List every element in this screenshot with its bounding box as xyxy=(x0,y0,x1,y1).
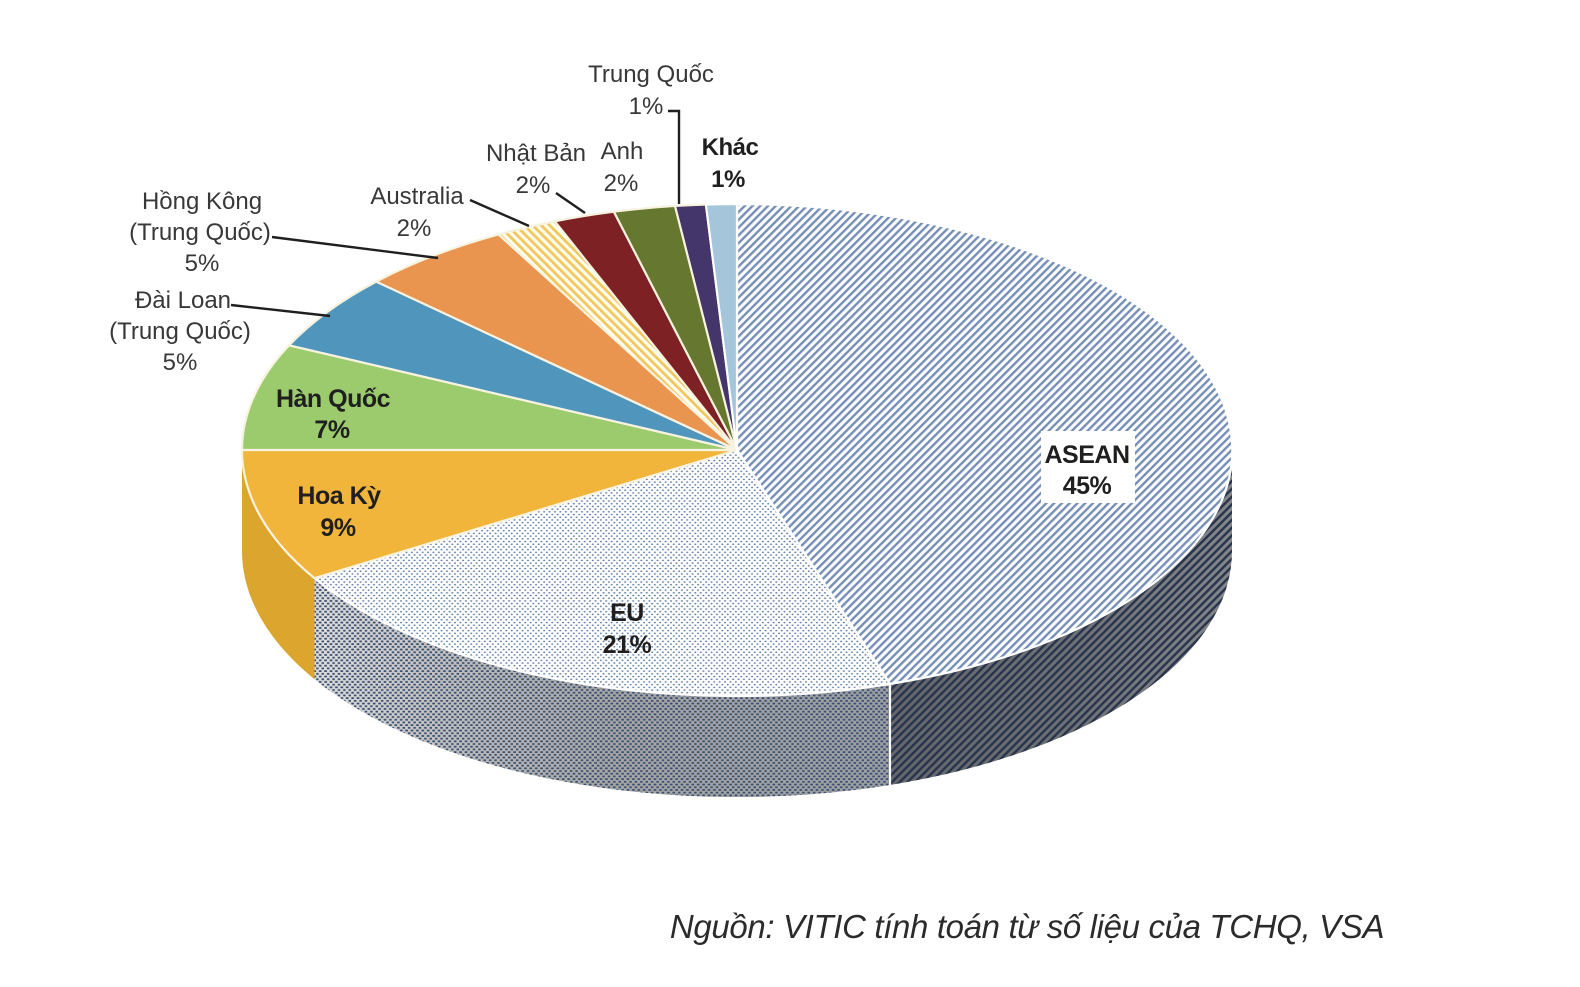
svg-text:ASEAN: ASEAN xyxy=(1044,441,1129,469)
svg-text:7%: 7% xyxy=(314,416,349,444)
svg-text:(Trung Quốc): (Trung Quốc) xyxy=(109,318,251,345)
svg-text:45%: 45% xyxy=(1063,472,1112,500)
svg-text:21%: 21% xyxy=(603,631,652,659)
svg-text:1%: 1% xyxy=(711,166,745,193)
svg-text:2%: 2% xyxy=(604,170,639,197)
svg-text:1%: 1% xyxy=(629,93,664,120)
svg-text:Đài Loan: Đài Loan xyxy=(135,287,231,314)
svg-text:Khác: Khác xyxy=(702,134,759,161)
svg-text:5%: 5% xyxy=(163,349,198,376)
svg-text:Australia: Australia xyxy=(370,183,464,210)
svg-text:Anh: Anh xyxy=(601,138,644,165)
svg-text:Nguồn: VITIC tính toán từ số l: Nguồn: VITIC tính toán từ số liệu của TC… xyxy=(670,908,1384,945)
svg-text:(Trung Quốc): (Trung Quốc) xyxy=(129,219,271,246)
svg-text:2%: 2% xyxy=(397,215,432,242)
svg-text:EU: EU xyxy=(610,599,644,627)
svg-text:Hàn Quốc: Hàn Quốc xyxy=(276,385,391,413)
svg-text:Hồng Kông: Hồng Kông xyxy=(142,188,262,215)
svg-text:9%: 9% xyxy=(320,514,355,542)
svg-text:Nhật Bản: Nhật Bản xyxy=(486,140,586,167)
svg-text:Hoa Kỳ: Hoa Kỳ xyxy=(297,482,381,510)
svg-text:2%: 2% xyxy=(516,172,551,199)
svg-text:5%: 5% xyxy=(185,250,220,277)
svg-text:Trung Quốc: Trung Quốc xyxy=(588,61,714,88)
